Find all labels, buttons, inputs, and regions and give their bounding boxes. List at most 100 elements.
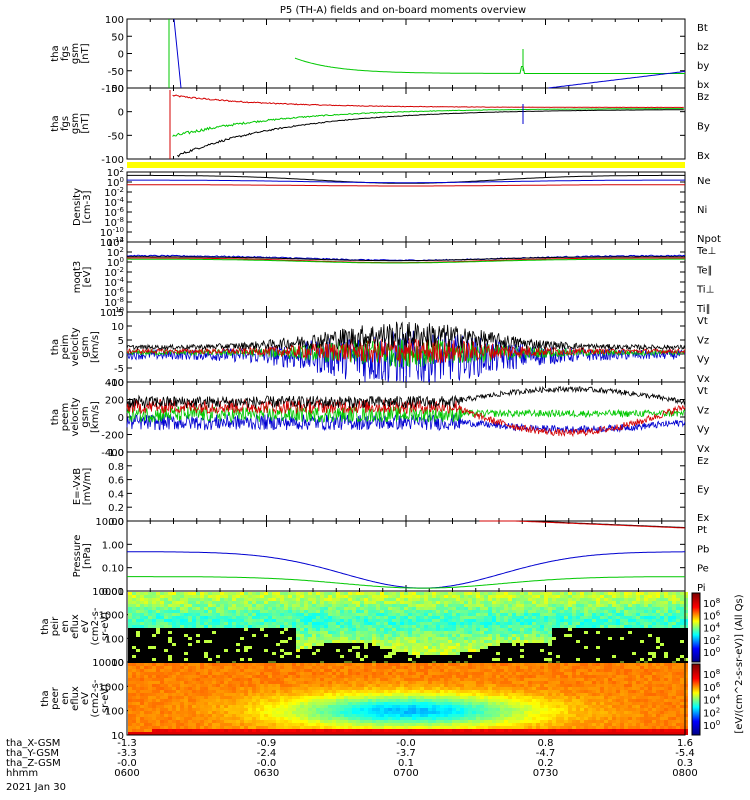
legend-entry: Ti⊥ (696, 285, 714, 296)
spectrogram-cell (140, 658, 144, 661)
spectrogram-cell (392, 610, 396, 613)
legend-entry: Vx (697, 444, 710, 455)
spectrogram-cell (220, 595, 224, 598)
spectrogram-cell (624, 646, 628, 649)
spectrogram-cell (224, 625, 228, 628)
spectrogram-cell (156, 681, 160, 684)
spectrogram-cell (628, 628, 632, 631)
spectrogram-cell (620, 625, 624, 628)
spectrogram-cell (184, 690, 188, 693)
spectrogram-cell (432, 610, 436, 613)
spectrogram-cell (148, 675, 152, 678)
spectrogram-cell (208, 666, 212, 669)
spectrogram-cell (264, 613, 268, 616)
spectrogram-cell (208, 684, 212, 687)
spectrogram-cell (548, 658, 552, 661)
legend-entry: Ni (697, 205, 707, 216)
spectrogram-cell (588, 598, 592, 601)
spectrogram-cell (584, 595, 588, 598)
spectrogram-cell (464, 595, 468, 598)
spectrogram-cell (496, 628, 500, 631)
spectrogram-cell (284, 598, 288, 601)
spectrogram-cell (424, 619, 428, 622)
spectrogram-cell (196, 705, 200, 708)
spectrogram-cell (368, 655, 372, 658)
spectrogram-cell (360, 610, 364, 613)
spectrogram-cell (180, 637, 184, 640)
spectrogram-cell (628, 616, 632, 619)
spectrogram-cell (208, 616, 212, 619)
spectrogram-cell (296, 646, 300, 649)
spectrogram-cell (204, 649, 208, 652)
spectrogram-cell (416, 646, 420, 649)
spectrogram-cell (396, 607, 400, 610)
spectrogram-cell (456, 652, 460, 655)
spectrogram-cell (184, 658, 188, 661)
spectrogram-cell (288, 619, 292, 622)
spectrogram-cell (680, 655, 684, 658)
spectrogram-cell (500, 607, 504, 610)
spectrogram-cell (352, 619, 356, 622)
spectrogram-cell (596, 598, 600, 601)
spectrogram-cell (676, 658, 680, 661)
spectrogram-cell (364, 643, 368, 646)
spectrogram-cell (552, 631, 556, 634)
y-tick-label: 10000 (92, 658, 124, 669)
spectrogram-cell (392, 625, 396, 628)
spectrogram-cell (172, 723, 176, 726)
spectrogram-cell (152, 631, 156, 634)
spectrogram-cell (140, 640, 144, 643)
spectrogram-cell (488, 595, 492, 598)
spectrogram-cell (312, 616, 316, 619)
spectrogram-cell (316, 649, 320, 652)
spectrogram-cell (608, 598, 612, 601)
spectrogram-cell (180, 699, 184, 702)
spectrogram-cell (184, 714, 188, 717)
spectrogram-cell (296, 592, 300, 595)
spectrogram-cell (168, 696, 172, 699)
spectrogram-cell (308, 598, 312, 601)
spectrogram-cell (464, 652, 468, 655)
spectrogram-cell (408, 628, 412, 631)
spectrogram-cell (364, 634, 368, 637)
spectrogram-cell (204, 690, 208, 693)
spectrogram-cell (336, 646, 340, 649)
spectrogram-cell (600, 625, 604, 628)
spectrogram-cell (188, 720, 192, 723)
spectrogram-cell (452, 622, 456, 625)
spectrogram-cell (300, 640, 304, 643)
spectrogram-cell (232, 687, 236, 690)
spectrogram-cell (140, 616, 144, 619)
spectrogram-cell (200, 729, 204, 732)
spectrogram-cell (204, 726, 208, 729)
spectrogram-cell (196, 714, 200, 717)
spectrogram-cell (132, 684, 136, 687)
spectrogram-cell (680, 616, 684, 619)
spectrogram-cell (184, 619, 188, 622)
spectrogram-cell (636, 646, 640, 649)
spectrogram-cell (584, 613, 588, 616)
spectrogram-cell (560, 637, 564, 640)
spectrogram-cell (228, 640, 232, 643)
spectrogram-cell (404, 649, 408, 652)
spectrogram-cell (208, 687, 212, 690)
spectrogram-cell (172, 595, 176, 598)
spectrogram-cell (600, 655, 604, 658)
spectrogram-cell (440, 622, 444, 625)
spectrogram-cell (352, 616, 356, 619)
spectrogram-cell (672, 625, 676, 628)
spectrogram-cell (200, 672, 204, 675)
spectrogram-cell (340, 616, 344, 619)
spectrogram-cell (252, 714, 256, 717)
spectrogram-cell (244, 628, 248, 631)
spectrogram-cell (388, 658, 392, 661)
spectrogram-cell (656, 613, 660, 616)
spectrogram-cell (556, 610, 560, 613)
spectrogram-cell (388, 604, 392, 607)
spectrogram-cell (500, 649, 504, 652)
spectrogram-cell (472, 652, 476, 655)
spectrogram-cell (460, 631, 464, 634)
spectrogram-cell (508, 646, 512, 649)
spectrogram-cell (364, 652, 368, 655)
spectrogram-cell (520, 595, 524, 598)
